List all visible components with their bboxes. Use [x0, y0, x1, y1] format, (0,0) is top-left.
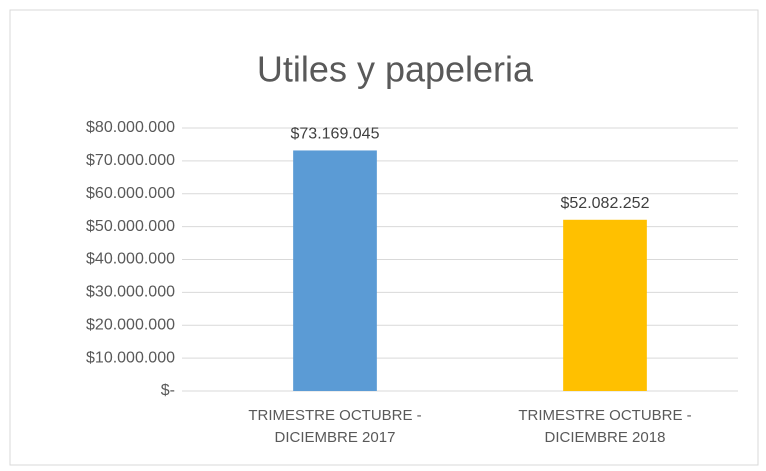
y-tick-label: $70.000.000	[86, 152, 175, 169]
data-label: $52.082.252	[561, 195, 650, 212]
y-tick-label: $80.000.000	[86, 119, 175, 136]
y-tick-label: $50.000.000	[86, 218, 175, 235]
x-tick-label: TRIMESTRE OCTUBRE - DICIEMBRE 2018	[518, 407, 692, 446]
y-tick-label: $60.000.000	[86, 185, 175, 202]
y-tick-label: $20.000.000	[86, 316, 175, 333]
y-tick-label: $30.000.000	[86, 284, 175, 301]
y-tick-label: $10.000.000	[86, 349, 175, 366]
y-tick-label: $-	[161, 382, 175, 399]
chart-title: Utiles y papeleria	[257, 49, 534, 90]
y-tick-label: $40.000.000	[86, 251, 175, 268]
bar	[563, 219, 647, 391]
x-tick-label: TRIMESTRE OCTUBRE - DICIEMBRE 2017	[248, 407, 422, 446]
data-label: $73.169.045	[291, 126, 380, 143]
bar	[293, 150, 377, 391]
